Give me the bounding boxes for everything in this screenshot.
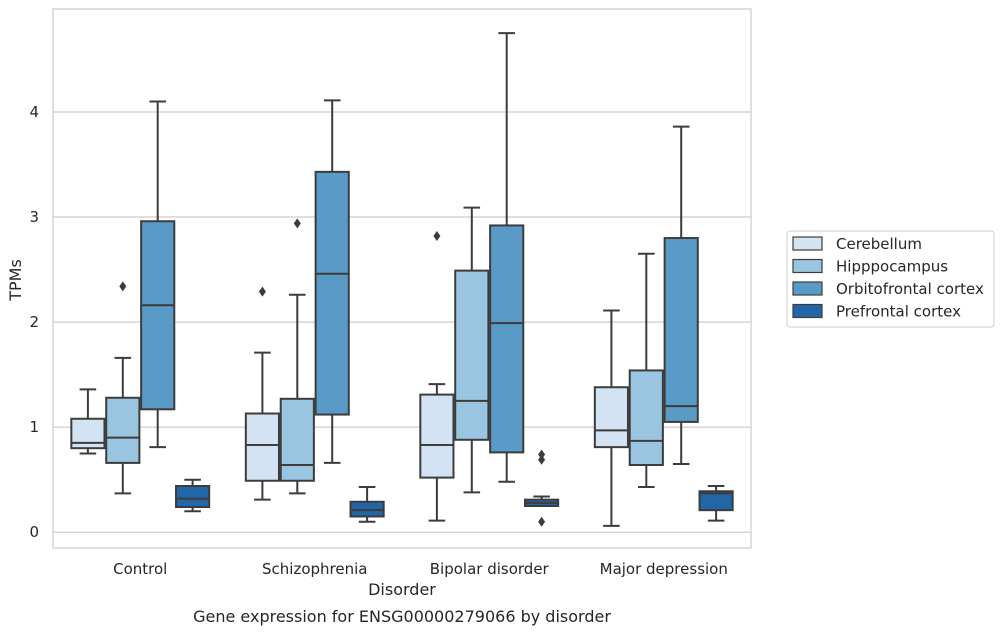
box-group <box>524 449 560 527</box>
outlier-point <box>293 218 301 229</box>
box-group <box>663 125 699 465</box>
outlier-point <box>119 281 127 292</box>
box-iqr <box>279 397 315 482</box>
y-axis-label: TPMs <box>6 259 25 302</box>
box-iqr <box>663 237 699 423</box>
box-iqr <box>314 170 350 416</box>
box-group <box>105 281 141 495</box>
legend: Cerebellum Hipppocampus Orbitofrontal cort… <box>786 230 995 328</box>
x-tick-label: Schizophrenia <box>262 560 367 578</box>
outlier-point <box>433 230 441 241</box>
box-iqr <box>105 396 141 464</box>
x-tick-label: Major depression <box>600 560 728 578</box>
outlier-point <box>258 286 266 297</box>
box-group <box>244 286 280 501</box>
y-tick-labels: 0 1 2 3 4 <box>29 103 39 541</box>
box-group <box>593 309 629 527</box>
y-tick-label: 0 <box>29 523 39 541</box>
x-tick-labels: Control Schizophrenia Bipolar disorder Majo… <box>113 560 728 578</box>
legend-swatch <box>792 258 823 274</box>
legend-swatch <box>792 236 823 251</box>
box-iqr <box>175 485 211 509</box>
x-tick-label: Bipolar disorder <box>430 560 550 578</box>
box-group <box>314 99 350 464</box>
box-group <box>175 478 211 513</box>
legend-label: Hipppocampus <box>836 258 948 276</box>
legend-swatch <box>792 303 823 319</box>
box-iqr <box>698 490 734 512</box>
y-tick-label: 3 <box>29 208 39 226</box>
chart-caption: Gene expression for ENSG00000279066 by d… <box>193 607 611 626</box>
box-iqr <box>628 369 664 466</box>
legend-label: Orbitofrontal cortex <box>836 280 984 298</box>
outlier-point <box>538 516 546 527</box>
box-group <box>454 206 490 494</box>
outlier-point <box>538 454 546 465</box>
box-iqr <box>349 500 385 518</box>
box-iqr <box>454 269 490 441</box>
box-group <box>279 218 315 495</box>
boxes <box>70 32 734 527</box>
box-group <box>70 388 106 455</box>
box-iqr <box>140 220 176 411</box>
x-tick-label: Control <box>113 560 167 578</box>
y-tick-label: 4 <box>29 103 39 121</box>
y-tick-label: 2 <box>29 313 39 331</box>
box-iqr <box>593 386 629 449</box>
box-group <box>698 485 734 522</box>
box-iqr <box>489 224 525 454</box>
outlier-point <box>538 449 546 460</box>
plot-area-frame <box>52 8 752 549</box>
box-group <box>419 230 455 522</box>
box-group <box>140 100 176 449</box>
x-axis-label: Disorder <box>368 580 436 599</box>
box-group <box>628 252 664 489</box>
box-group <box>349 486 385 523</box>
legend-frame <box>786 230 995 328</box>
box-group <box>489 32 525 483</box>
legend-label: Prefrontal cortex <box>836 303 961 321</box>
y-tick-label: 1 <box>29 418 39 436</box>
box-iqr <box>419 393 455 479</box>
legend-swatch <box>792 281 823 296</box>
legend-label: Cerebellum <box>836 235 922 253</box>
box-iqr <box>244 412 280 482</box>
